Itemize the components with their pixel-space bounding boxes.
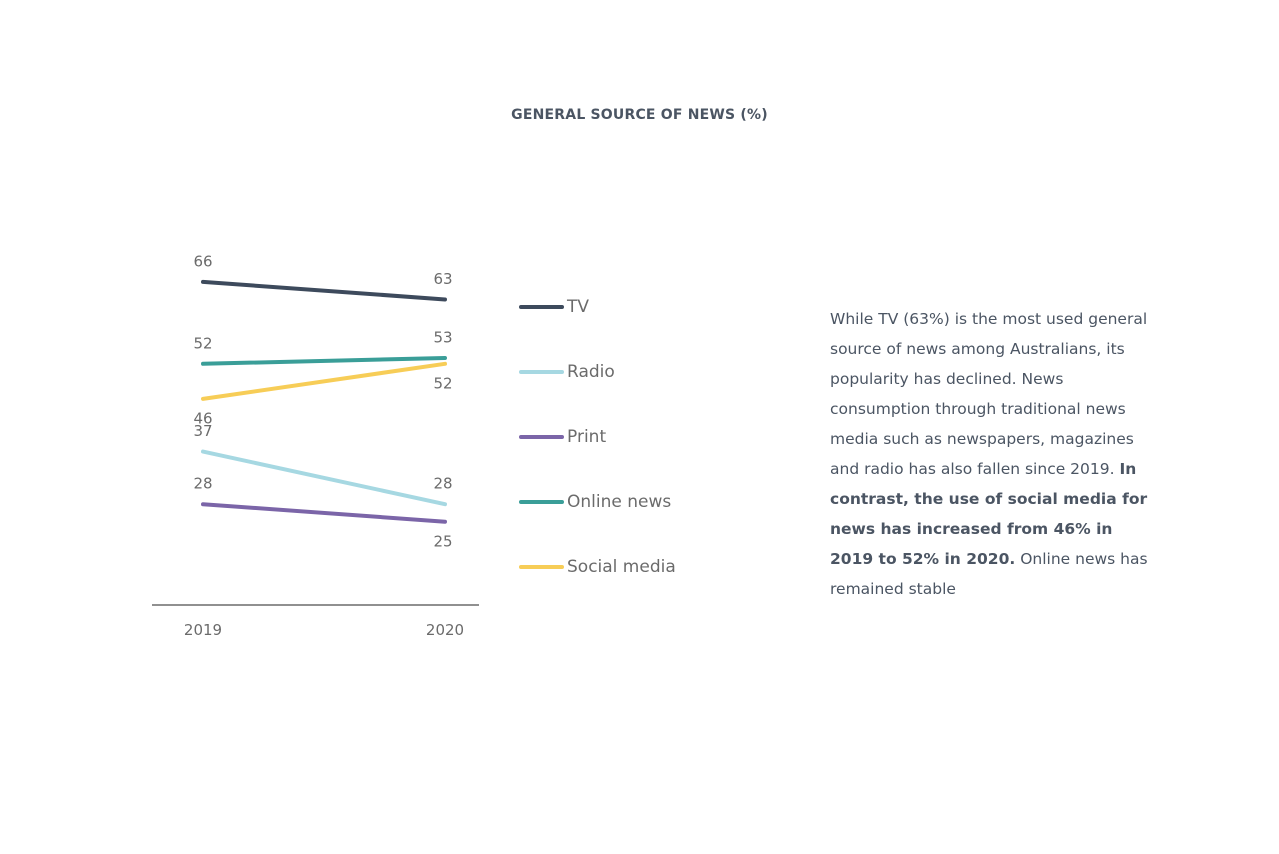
legend-label-online-news: Online news	[567, 492, 671, 512]
description-paragraph: While TV (63%) is the most used general …	[830, 304, 1160, 604]
data-label-print-2019: 28	[193, 475, 212, 493]
legend-label-radio: Radio	[567, 362, 615, 382]
data-label-radio-2019: 37	[193, 422, 212, 440]
series-line-social-media	[201, 361, 447, 401]
data-label-print-2020: 25	[433, 532, 452, 550]
series-line-tv	[201, 279, 447, 302]
line-chart: 2019 2020 66 63 37 28 28 25 52 53 46 52 TV Radio Print…	[152, 252, 676, 639]
data-label-social-media-2020: 52	[433, 374, 452, 392]
data-label-radio-2020: 28	[433, 475, 452, 493]
data-label-tv-2019: 66	[193, 252, 212, 270]
series-line-online-news	[201, 355, 447, 366]
legend-label-social-media: Social media	[567, 557, 676, 577]
legend-label-tv: TV	[566, 297, 589, 317]
data-label-tv-2020: 63	[433, 270, 452, 288]
chart-title: GENERAL SOURCE OF NEWS (%)	[511, 107, 768, 123]
data-label-social-media-2019: 46	[193, 409, 212, 427]
description-text-1: While TV (63%) is the most used general …	[830, 310, 1148, 478]
x-tick-label-2020: 2020	[426, 621, 464, 639]
description-text-2: Online news has remained stable	[830, 550, 1148, 598]
series-line-print	[201, 502, 447, 524]
data-label-online-news-2019: 52	[193, 334, 212, 352]
data-label-online-news-2020: 53	[433, 328, 452, 346]
series-line-radio	[201, 449, 447, 507]
legend-label-print: Print	[567, 427, 606, 447]
description-highlight: In contrast, the use of social media for…	[830, 460, 1148, 568]
x-tick-label-2019: 2019	[184, 621, 222, 639]
